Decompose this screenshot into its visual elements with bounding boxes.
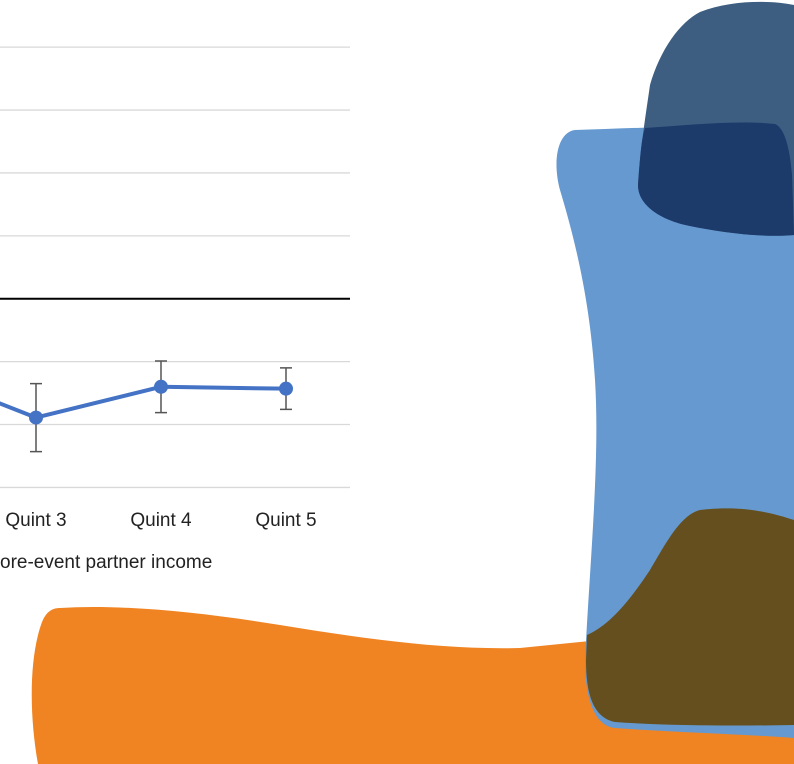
point xyxy=(279,381,293,396)
plot-area: Quint 3 Quint 4 Quint 5 xyxy=(0,46,350,531)
point xyxy=(154,379,168,394)
decoration xyxy=(31,1,794,764)
x-tick-label: Quint 4 xyxy=(130,510,192,531)
point xyxy=(29,410,43,425)
x-axis-title: ore-event partner income xyxy=(0,552,212,573)
series-line xyxy=(0,384,287,420)
x-tick-label: Quint 3 xyxy=(5,510,66,531)
navy-overlap xyxy=(638,122,794,236)
brown-blob xyxy=(586,508,794,726)
x-tick-label: Quint 5 xyxy=(255,510,316,531)
